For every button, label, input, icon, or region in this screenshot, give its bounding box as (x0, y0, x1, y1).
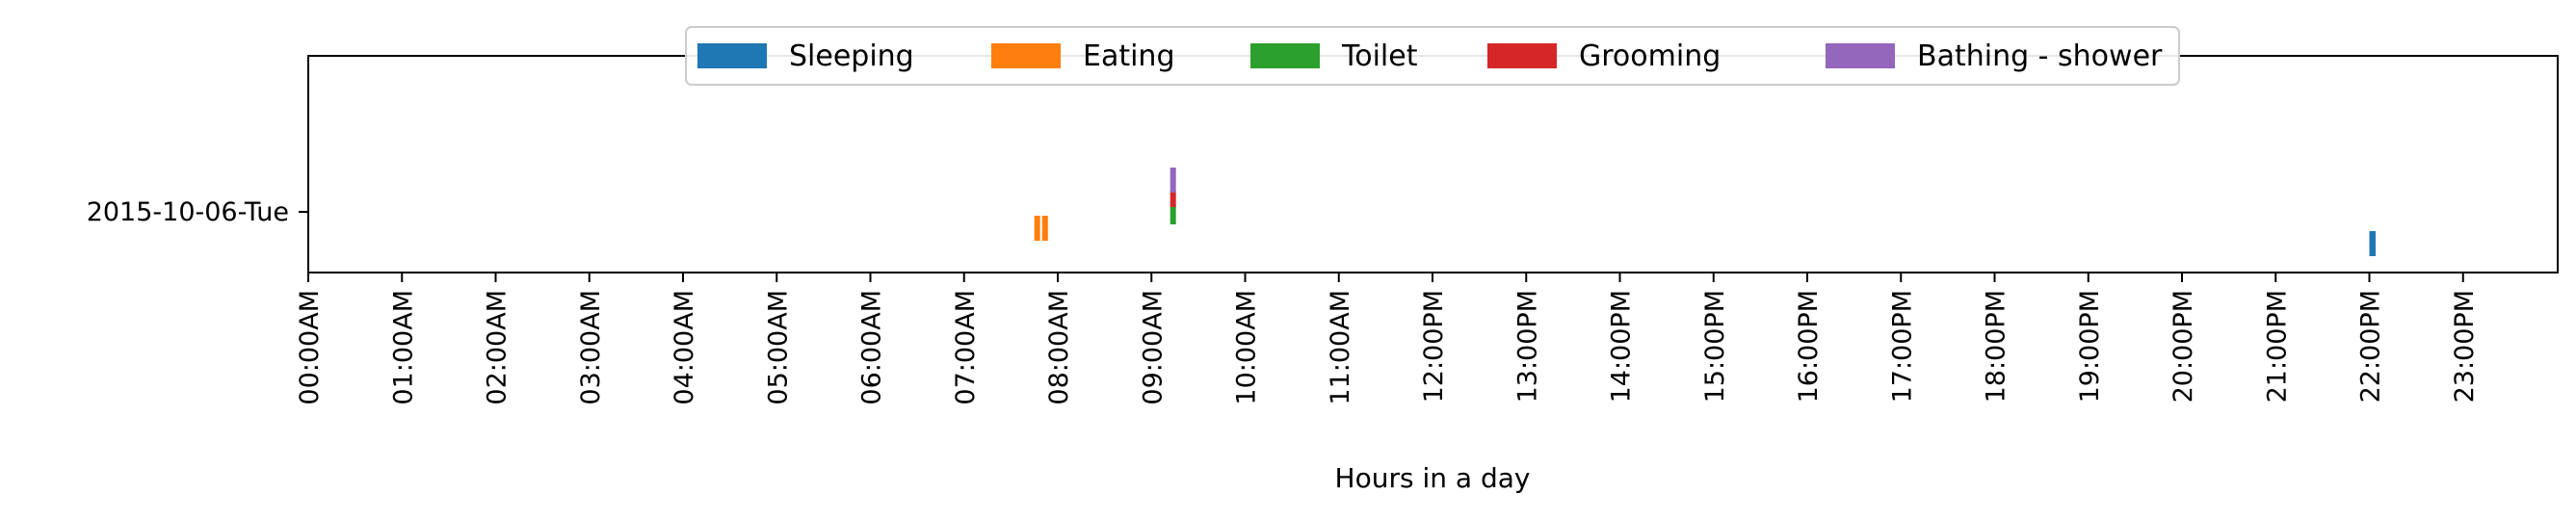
x-tick-label: 09:00AM (1138, 290, 1168, 405)
x-tick-label: 22:00PM (2356, 290, 2386, 403)
event-bar-grooming (1170, 191, 1176, 207)
y-tick-label: 2015-10-06-Tue (87, 197, 289, 227)
legend-label: Eating (1083, 39, 1175, 73)
x-tick-label: 04:00AM (670, 290, 699, 405)
y-axis: 2015-10-06-Tue (87, 197, 308, 227)
x-axis: 00:00AM 01:00AM 02:00AM 03:00AM 04:00AM 05:00… (295, 273, 2480, 405)
x-tick-label: 14:00PM (1607, 290, 1637, 403)
legend-swatch (1250, 43, 1320, 68)
x-tick-label: 03:00AM (576, 290, 606, 405)
event-bar-bathing-shower (1170, 168, 1176, 193)
legend: Sleeping Eating Toilet Grooming Bathing - sh… (685, 26, 2180, 86)
x-tick-label: 12:00PM (1419, 290, 1449, 403)
x-tick-label: 08:00AM (1044, 290, 1074, 405)
event-bar-toilet (1170, 205, 1176, 224)
x-tick-label: 13:00PM (1512, 290, 1542, 403)
plot-marks (1034, 168, 2376, 256)
x-tick-label: 20:00PM (2169, 290, 2198, 403)
legend-label: Toilet (1341, 39, 1418, 73)
event-bar-eating (1034, 216, 1040, 241)
event-bar-sleeping (2369, 231, 2376, 256)
x-tick-label: 00:00AM (295, 290, 325, 405)
legend-swatch (697, 43, 767, 68)
x-tick-label: 15:00PM (1700, 290, 1730, 403)
legend-swatch (1826, 43, 1895, 68)
x-tick-label: 16:00PM (1794, 290, 1824, 403)
x-tick-label: 11:00AM (1326, 290, 1355, 405)
legend-swatch (1487, 43, 1557, 68)
x-tick-label: 01:00AM (388, 290, 418, 405)
x-tick-label: 21:00PM (2262, 290, 2292, 403)
x-axis-label: Hours in a day (1335, 462, 1531, 494)
x-tick-label: 18:00PM (1982, 290, 2011, 403)
x-tick-label: 10:00AM (1232, 290, 1262, 405)
x-tick-label: 17:00PM (1887, 290, 1917, 403)
legend-label: Sleeping (789, 39, 914, 73)
event-bar-eating (1041, 216, 1048, 241)
x-tick-label: 02:00AM (483, 290, 513, 405)
legend-label: Bathing - shower (1917, 39, 2163, 73)
x-tick-label: 19:00PM (2075, 290, 2105, 403)
x-tick-label: 06:00AM (857, 290, 887, 405)
x-tick-label: 07:00AM (951, 290, 981, 405)
x-tick-label: 23:00PM (2450, 290, 2480, 403)
legend-label: Grooming (1579, 39, 1721, 73)
x-tick-label: 05:00AM (763, 290, 793, 405)
legend-frame (685, 26, 2180, 86)
legend-swatch (991, 43, 1061, 68)
